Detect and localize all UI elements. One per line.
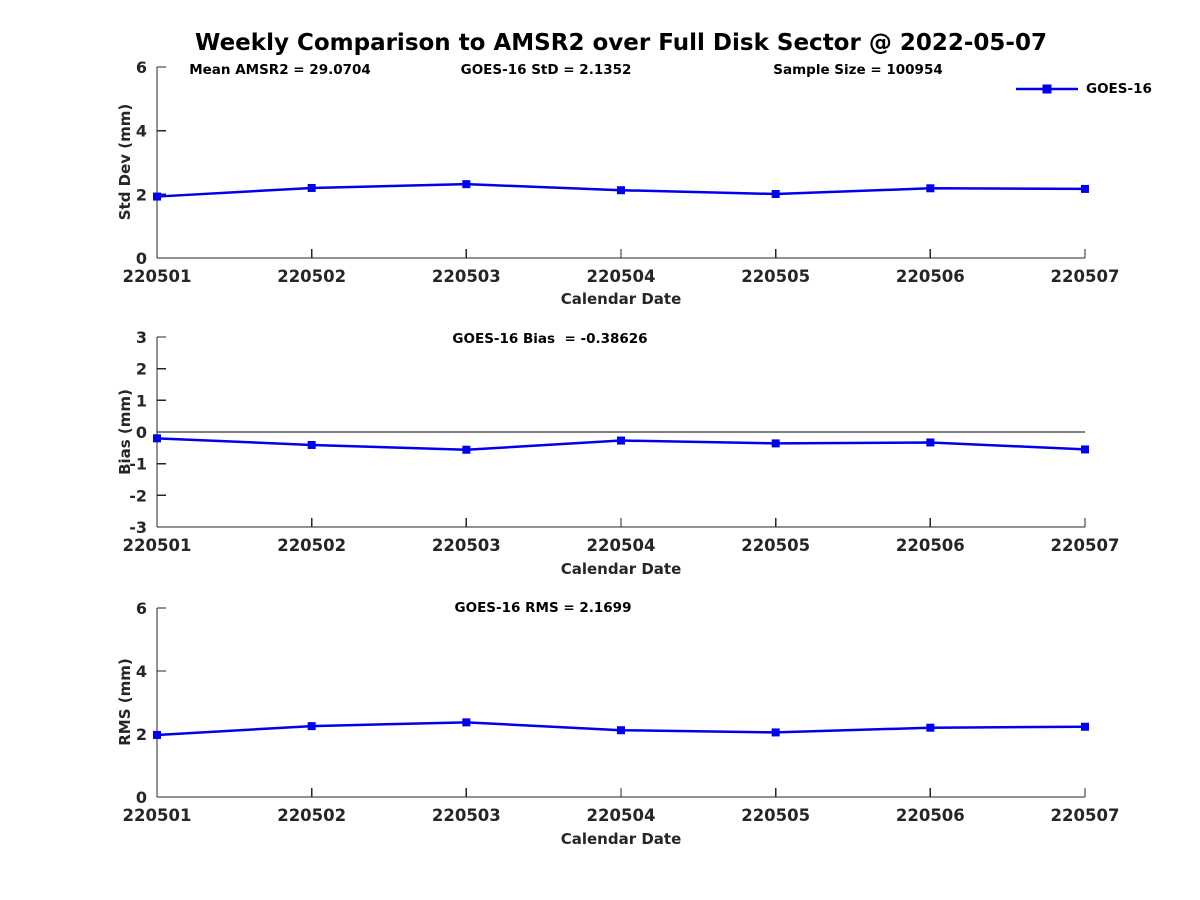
data-point-marker	[771, 439, 780, 448]
y-tick-label: 0	[136, 249, 147, 268]
y-tick-label: 3	[136, 328, 147, 347]
y-tick-label: 4	[136, 122, 147, 141]
annotation-mean-amsr2: Mean AMSR2 = 29.0704	[189, 62, 371, 78]
annotation-goes16-rms: GOES-16 RMS = 2.1699	[454, 600, 632, 616]
legend: GOES-16	[1014, 81, 1152, 97]
data-point-marker	[771, 728, 780, 737]
data-point-marker	[462, 445, 471, 454]
x-tick-label: 220502	[277, 806, 346, 825]
figure-title: Weekly Comparison to AMSR2 over Full Dis…	[195, 30, 1047, 56]
y-tick-label: 4	[136, 662, 147, 681]
y-tick-label: 0	[136, 788, 147, 807]
legend-label: GOES-16	[1086, 81, 1152, 97]
data-point-marker	[1081, 722, 1089, 731]
x-tick-label: 220507	[1051, 267, 1120, 286]
y-tick-label: 2	[136, 725, 147, 744]
y-tick-label: 2	[136, 185, 147, 204]
data-point-marker	[617, 186, 625, 195]
x-tick-label: 220504	[587, 267, 656, 286]
data-point-marker	[462, 180, 471, 189]
y-tick-label: 6	[136, 58, 147, 77]
x-tick-label: 220501	[123, 267, 192, 286]
y-tick-label: 6	[136, 599, 147, 618]
x-axis-label-stddev: Calendar Date	[560, 290, 682, 308]
x-tick-label: 220501	[123, 536, 192, 555]
x-tick-label: 220506	[896, 806, 965, 825]
data-point-marker	[307, 183, 316, 192]
y-tick-label: 1	[136, 391, 147, 410]
x-tick-label: 220503	[432, 806, 501, 825]
data-point-marker	[617, 726, 625, 735]
y-tick-label: -2	[129, 486, 147, 505]
x-tick-label: 220506	[896, 267, 965, 286]
x-tick-label: 220505	[741, 806, 810, 825]
x-tick-label: 220502	[277, 267, 346, 286]
data-point-marker	[307, 722, 316, 731]
x-tick-label: 220504	[587, 536, 656, 555]
data-point-marker	[153, 730, 161, 739]
legend-line-sample-icon	[1016, 84, 1078, 94]
y-tick-label: -1	[129, 455, 147, 474]
data-point-marker	[153, 434, 161, 443]
data-point-marker	[926, 438, 935, 447]
x-tick-label: 220507	[1051, 806, 1120, 825]
data-point-marker	[462, 718, 471, 727]
data-point-marker	[926, 184, 935, 193]
x-tick-label: 220505	[741, 536, 810, 555]
data-point-marker	[926, 723, 935, 732]
data-point-marker	[307, 440, 316, 449]
x-tick-label: 220503	[432, 267, 501, 286]
annotation-sample-size: Sample Size = 100954	[773, 62, 943, 78]
annotation-goes16-bias: GOES-16 Bias = -0.38626	[452, 331, 648, 347]
x-tick-label: 220507	[1051, 536, 1120, 555]
x-tick-label: 220503	[432, 536, 501, 555]
x-tick-label: 220502	[277, 536, 346, 555]
data-point-marker	[771, 190, 780, 199]
subplot-stddev: 0 2 4 6 220501 220502 220503 220504 220505 220506…	[123, 58, 1120, 286]
x-tick-label: 220501	[123, 806, 192, 825]
data-point-marker	[617, 436, 625, 445]
y-tick-label: 2	[136, 360, 147, 379]
x-tick-label: 220505	[741, 267, 810, 286]
subplot-rms: 0 2 4 6 220501 220502 220503 220504 220505 220506…	[123, 599, 1120, 825]
data-point-marker	[1081, 445, 1089, 454]
data-point-marker	[153, 192, 161, 201]
x-tick-label: 220504	[587, 806, 656, 825]
y-tick-label: -3	[129, 518, 147, 537]
data-point-marker	[1081, 184, 1089, 193]
x-axis-label-bias: Calendar Date	[560, 560, 682, 578]
x-tick-label: 220506	[896, 536, 965, 555]
annotation-goes16-std: GOES-16 StD = 2.1352	[460, 62, 632, 78]
x-axis-label-rms: Calendar Date	[560, 830, 682, 848]
y-tick-label: 0	[136, 423, 147, 442]
